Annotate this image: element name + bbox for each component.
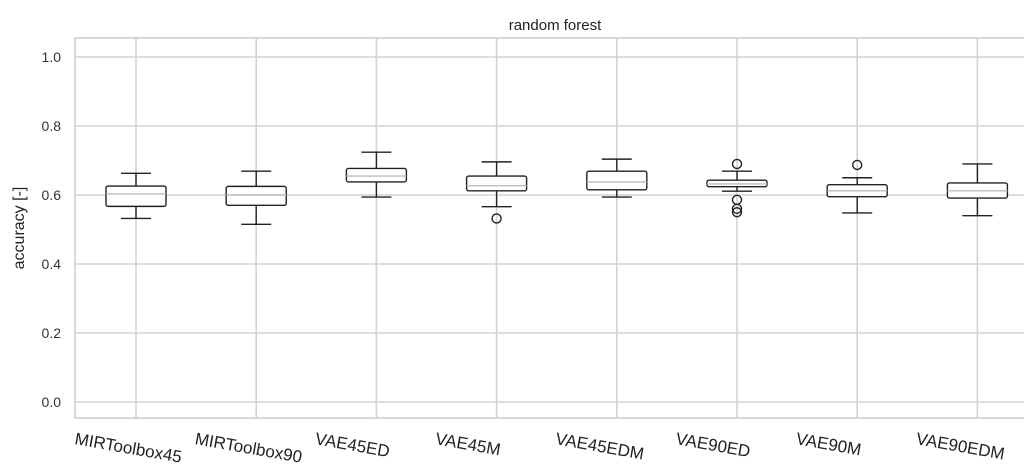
y-tick-label: 0.8	[42, 118, 62, 134]
box-group	[345, 151, 408, 198]
y-axis-label: accuracy [-]	[11, 187, 28, 270]
box-group	[225, 170, 287, 226]
iqr-box	[586, 170, 648, 191]
outlier-point	[491, 213, 502, 224]
box-layer	[105, 151, 1009, 226]
outlier-point	[731, 207, 743, 218]
iqr-box	[225, 185, 287, 207]
y-tick-label: 0.4	[42, 256, 62, 272]
chart-title: random forest	[509, 17, 602, 34]
box-group	[105, 172, 167, 220]
iqr-box	[465, 175, 528, 192]
box-group	[706, 158, 768, 218]
y-tick-label: 0.0	[42, 394, 62, 410]
y-tick-label: 0.6	[42, 187, 62, 203]
grid-layer	[75, 38, 1024, 418]
plot-frame	[74, 37, 1024, 419]
iqr-box	[105, 185, 167, 208]
box-group	[946, 163, 1009, 217]
box-group	[465, 161, 528, 224]
y-tick-labels: 0.0 0.2 0.4 0.6 0.8 1.0	[42, 49, 62, 410]
iqr-box	[345, 167, 408, 183]
outlier-point	[852, 159, 863, 171]
outlier-point	[731, 158, 743, 170]
y-tick-label: 1.0	[42, 49, 62, 65]
box-group	[586, 158, 648, 198]
box-group	[826, 159, 888, 214]
y-tick-label: 0.2	[42, 325, 62, 341]
outlier-point	[731, 203, 743, 215]
